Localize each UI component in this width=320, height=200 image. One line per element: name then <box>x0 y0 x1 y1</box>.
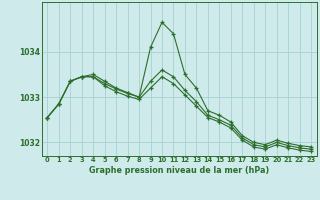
X-axis label: Graphe pression niveau de la mer (hPa): Graphe pression niveau de la mer (hPa) <box>89 166 269 175</box>
